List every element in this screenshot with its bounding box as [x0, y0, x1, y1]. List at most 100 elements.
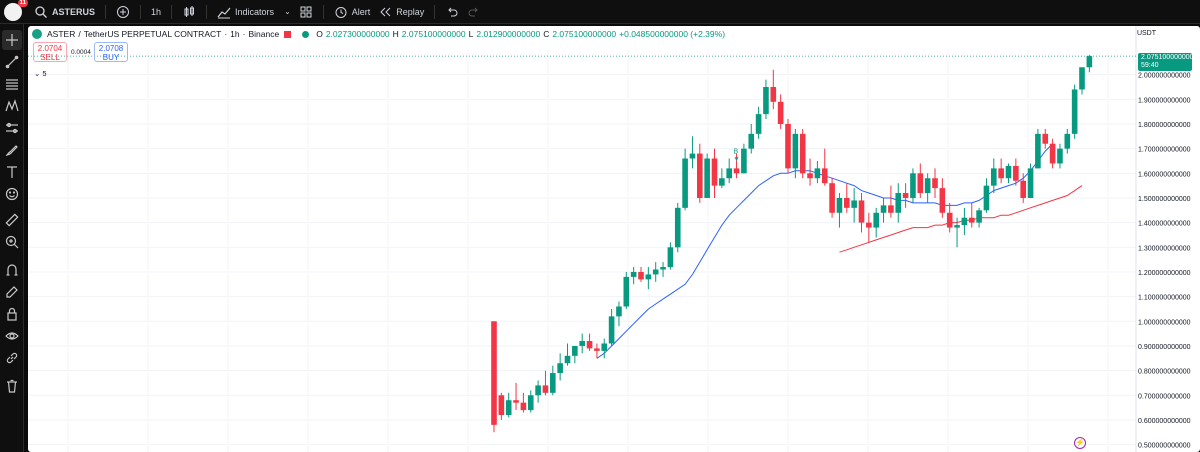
- notification-badge: 11: [17, 0, 28, 7]
- candle-body: [513, 400, 519, 403]
- layouts-button[interactable]: [295, 0, 317, 24]
- chevron-down-icon: ⌄: [34, 69, 41, 78]
- icon-tool[interactable]: [2, 184, 22, 204]
- candle-body: [777, 101, 784, 124]
- symbol-legend: ASTER / TetherUS PERPETUAL CONTRACT · 1h…: [32, 29, 725, 39]
- candle-body: [520, 402, 527, 411]
- chart-type-button[interactable]: [178, 0, 200, 24]
- candle-body: [594, 348, 600, 351]
- remove-drawings-tool[interactable]: [2, 376, 22, 396]
- market-status-icon[interactable]: [302, 30, 310, 38]
- buy-signal-arrow: [734, 157, 739, 161]
- aster-logo-icon: [32, 29, 42, 39]
- ma-slow-line: [839, 185, 1083, 253]
- price-tick-label: 1.300000000000: [1138, 245, 1191, 252]
- interval-button[interactable]: 1h: [147, 0, 165, 24]
- buy-button[interactable]: 2.0708 BUY: [94, 42, 128, 62]
- buy-label: BUY: [102, 53, 120, 62]
- user-avatar[interactable]: 11: [4, 0, 28, 21]
- zoom-tool[interactable]: [2, 232, 22, 252]
- candle-body: [939, 188, 946, 213]
- brush-icon: [5, 145, 18, 156]
- redo-button[interactable]: [463, 0, 485, 24]
- smiley-icon: [5, 187, 19, 201]
- candle-body: [630, 271, 637, 277]
- sell-label: SELL: [40, 53, 60, 62]
- ruler-icon: [5, 213, 19, 227]
- stay-drawing-tool[interactable]: [2, 282, 22, 302]
- grid-icon: [300, 6, 312, 17]
- low-value: 2.012900000000: [476, 29, 541, 39]
- candle-body: [866, 222, 872, 228]
- link-tool[interactable]: [2, 348, 22, 368]
- candle-body: [564, 355, 571, 364]
- compare-symbol-button[interactable]: [112, 0, 134, 24]
- magnet-tool[interactable]: [2, 260, 22, 280]
- zoom-in-icon: [5, 235, 19, 249]
- crosshair-tool[interactable]: [2, 30, 22, 50]
- candle-body: [968, 217, 975, 223]
- pattern-tool[interactable]: [2, 96, 22, 116]
- symbol-label: ASTERUS: [52, 6, 96, 17]
- candle-body: [733, 168, 740, 174]
- candle-body: [1035, 133, 1041, 169]
- text-tool[interactable]: [2, 162, 22, 182]
- candle-body: [682, 158, 688, 208]
- candle-body: [623, 276, 630, 307]
- indicators-count: 5: [42, 69, 47, 78]
- candle-body: [711, 158, 718, 186]
- price-tick-label: 0.500000000000: [1138, 443, 1191, 450]
- legend-symbol[interactable]: ASTER: [47, 29, 76, 39]
- low-label: L: [468, 29, 474, 39]
- alert-label: Alert: [351, 6, 371, 17]
- candle-body: [807, 173, 813, 179]
- fib-tool[interactable]: [2, 74, 22, 94]
- replay-button[interactable]: Replay: [374, 0, 428, 24]
- alarm-clock-icon: [335, 6, 347, 18]
- candle-body: [983, 185, 990, 211]
- candle-body: [557, 363, 563, 374]
- brush-tool[interactable]: [2, 140, 22, 160]
- chart-pane[interactable]: 2.000000000000 1.900000000000 1.8000000000…: [28, 26, 1200, 452]
- candle-body: [755, 114, 762, 134]
- redo-icon: [468, 7, 479, 16]
- last-price-tag: 2.075100000000 59:40: [1138, 53, 1194, 71]
- currency-label[interactable]: USDT: [1136, 30, 1156, 37]
- lock-drawings-tool[interactable]: [2, 304, 22, 324]
- indicators-label: Indicators: [235, 6, 275, 17]
- price-chart[interactable]: 2.000000000000 1.900000000000 1.8000000000…: [28, 26, 1200, 452]
- candle-body: [491, 321, 497, 425]
- symbol-search-button[interactable]: ASTERUS: [30, 0, 99, 24]
- indicators-button[interactable]: Indicators ⌄: [213, 0, 295, 24]
- link-icon: [6, 352, 18, 364]
- measure-tool[interactable]: [2, 210, 22, 230]
- candle-body: [836, 197, 843, 213]
- indicators-toggle[interactable]: ⌄ 5: [34, 69, 47, 78]
- drawing-toolbar: [0, 24, 24, 452]
- candle-body: [652, 269, 659, 275]
- plus-circle-icon: [117, 5, 130, 18]
- candle-body: [902, 193, 909, 198]
- alert-button[interactable]: Alert: [330, 0, 375, 24]
- sell-price: 2.0704: [37, 44, 63, 53]
- candle-body: [851, 200, 857, 208]
- candle-body: [719, 178, 725, 186]
- hide-drawings-tool[interactable]: [2, 326, 22, 346]
- lightning-icon[interactable]: ⚡: [1074, 437, 1086, 449]
- sell-button[interactable]: 2.0704 SELL: [33, 42, 67, 62]
- open-label: O: [316, 29, 323, 39]
- candle-body: [888, 205, 894, 213]
- candle-body: [814, 168, 821, 179]
- candle-body: [527, 395, 534, 411]
- price-tick-label: 1.400000000000: [1138, 221, 1191, 228]
- candle-body: [1005, 165, 1012, 179]
- candle-body: [821, 168, 828, 184]
- buy-signal-label: B: [734, 149, 739, 156]
- prediction-tool[interactable]: [2, 118, 22, 138]
- candle-body: [674, 207, 681, 248]
- flag-icon[interactable]: [284, 30, 292, 38]
- candle-body: [1027, 168, 1034, 198]
- trend-line-tool[interactable]: [2, 52, 22, 72]
- candle-body: [1057, 148, 1063, 164]
- undo-button[interactable]: [441, 0, 463, 24]
